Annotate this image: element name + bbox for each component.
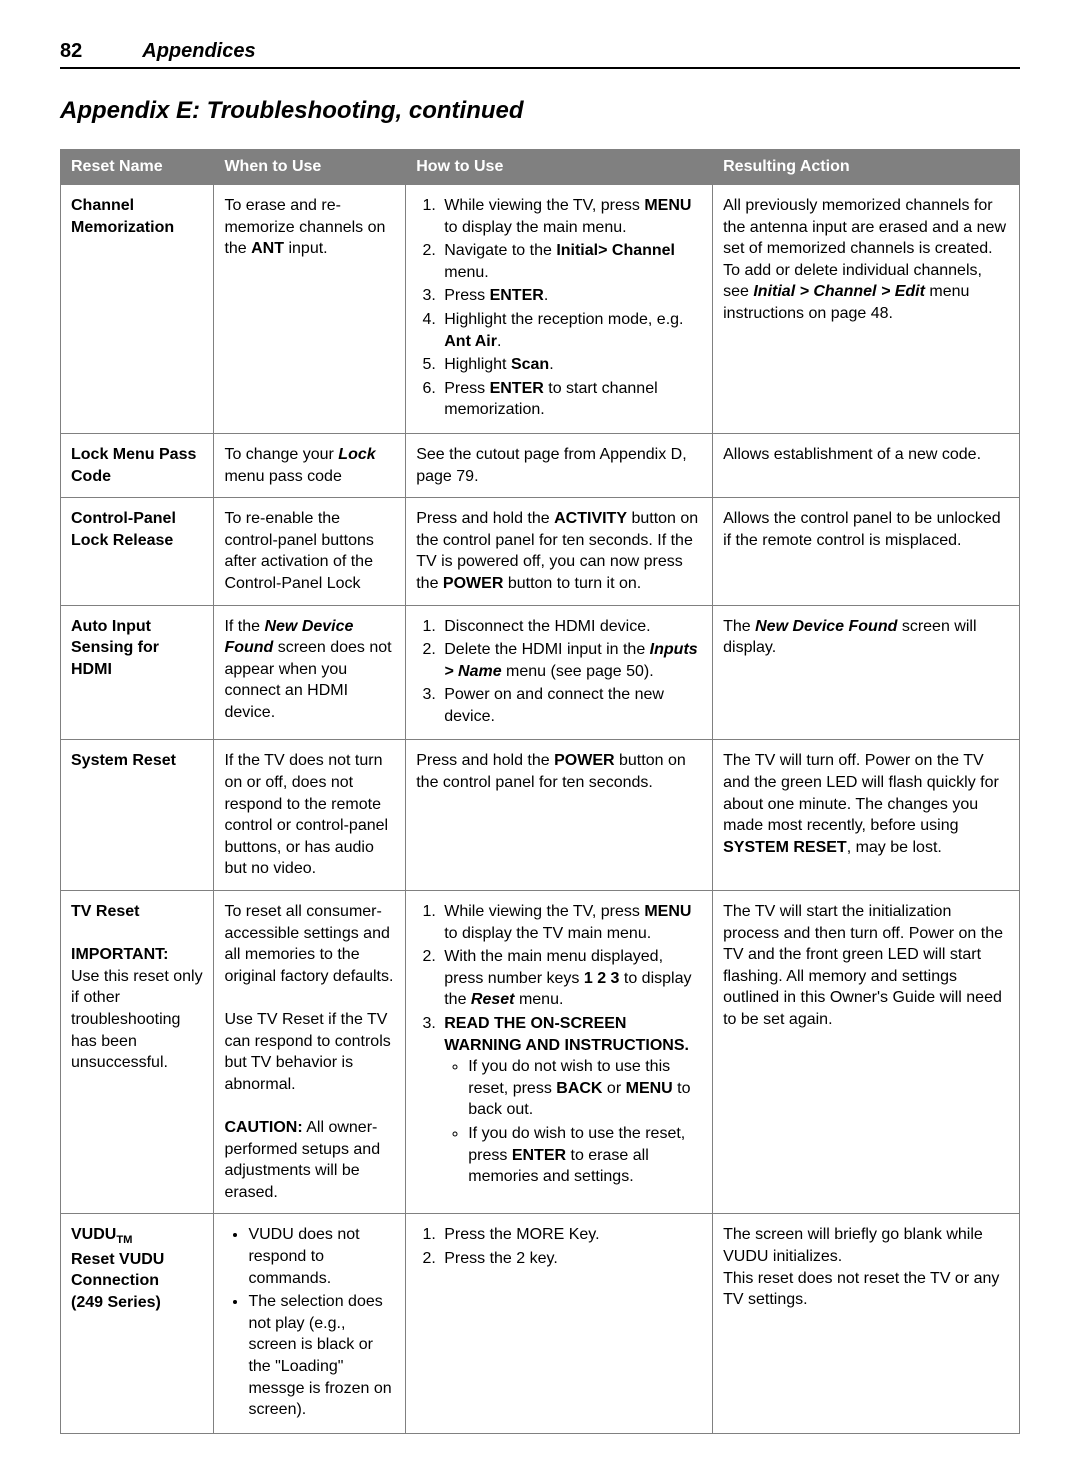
cell-when: To reset all consumer-accessible setting… — [214, 891, 406, 1214]
cell-result: The New Device Found screen will display… — [713, 605, 1020, 740]
col-reset-name: Reset Name — [61, 150, 214, 185]
col-how-to-use: How to Use — [406, 150, 713, 185]
cell-reset-name: TV ResetIMPORTANT:Use this reset only if… — [61, 891, 214, 1214]
table-row: Control-Panel Lock Release To re-enable … — [61, 498, 1020, 605]
table-row: TV ResetIMPORTANT:Use this reset only if… — [61, 891, 1020, 1214]
section-title: Appendices — [142, 40, 255, 63]
cell-how: See the cutout page from Appendix D, pag… — [406, 433, 713, 497]
page-header: 82 Appendices — [60, 40, 1020, 69]
cell-how: Press the MORE Key.Press the 2 key. — [406, 1214, 713, 1433]
page-number: 82 — [60, 40, 82, 63]
cell-how: While viewing the TV, press MENU to disp… — [406, 891, 713, 1214]
table-row: VUDUTMReset VUDU Connection(249 Series) … — [61, 1214, 1020, 1433]
cell-how: Press and hold the POWER button on the c… — [406, 740, 713, 891]
cell-reset-name: System Reset — [61, 740, 214, 891]
cell-result: All previously memorized channels for th… — [713, 185, 1020, 434]
cell-result: Allows the control panel to be unlocked … — [713, 498, 1020, 605]
cell-when: If the New Device Found screen does not … — [214, 605, 406, 740]
table-row: System Reset If the TV does not turn on … — [61, 740, 1020, 891]
cell-when: To erase and re-memorize channels on the… — [214, 185, 406, 434]
table-row: Channel Memorization To erase and re-mem… — [61, 185, 1020, 434]
cell-reset-name: Control-Panel Lock Release — [61, 498, 214, 605]
appendix-title: Appendix E: Troubleshooting, continued — [60, 97, 1020, 125]
cell-result: The TV will start the initialization pro… — [713, 891, 1020, 1214]
cell-how: Press and hold the ACTIVITY button on th… — [406, 498, 713, 605]
col-when-to-use: When to Use — [214, 150, 406, 185]
cell-result: The screen will briefly go blank while V… — [713, 1214, 1020, 1433]
cell-reset-name: Channel Memorization — [61, 185, 214, 434]
cell-when: To re-enable the control-panel buttons a… — [214, 498, 406, 605]
col-resulting-action: Resulting Action — [713, 150, 1020, 185]
cell-result: The TV will turn off. Power on the TV an… — [713, 740, 1020, 891]
cell-when: VUDU does not respond to commands.The se… — [214, 1214, 406, 1433]
table-header-row: Reset Name When to Use How to Use Result… — [61, 150, 1020, 185]
cell-how: While viewing the TV, press MENU to disp… — [406, 185, 713, 434]
table-row: Lock Menu Pass Code To change your Lock … — [61, 433, 1020, 497]
cell-reset-name: VUDUTMReset VUDU Connection(249 Series) — [61, 1214, 214, 1433]
table-row: Auto Input Sensing for HDMI If the New D… — [61, 605, 1020, 740]
cell-how: Disconnect the HDMI device.Delete the HD… — [406, 605, 713, 740]
cell-when: To change your Lock menu pass code — [214, 433, 406, 497]
troubleshooting-table: Reset Name When to Use How to Use Result… — [60, 149, 1020, 1434]
cell-reset-name: Lock Menu Pass Code — [61, 433, 214, 497]
cell-reset-name: Auto Input Sensing for HDMI — [61, 605, 214, 740]
cell-result: Allows establishment of a new code. — [713, 433, 1020, 497]
cell-when: If the TV does not turn on or off, does … — [214, 740, 406, 891]
